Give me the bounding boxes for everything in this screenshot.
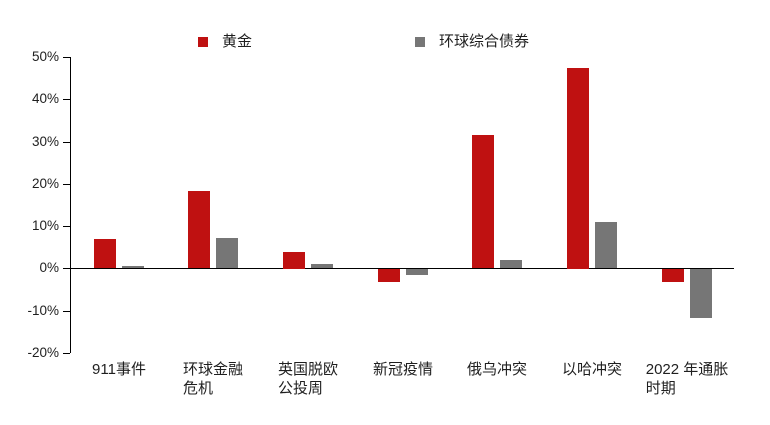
zero-baseline [70, 268, 734, 269]
y-axis-tick [63, 311, 70, 312]
bar-gold [378, 269, 400, 282]
x-category-label: 2022 年通胀 时期 [645, 361, 729, 397]
bar-bonds [311, 264, 333, 268]
bar-gold [567, 68, 589, 269]
y-axis-tick [63, 226, 70, 227]
x-category-label: 新冠疫情 [372, 361, 434, 378]
bar-bonds [690, 269, 712, 318]
bar-bonds [122, 266, 144, 268]
y-axis-tick [63, 57, 70, 58]
y-axis-tick [63, 353, 70, 354]
legend-item-gold: 黄金 [198, 33, 253, 50]
bar-bonds [406, 269, 428, 275]
y-axis-tick-label: -10% [27, 303, 59, 318]
y-axis-line [70, 57, 71, 353]
y-axis-tick [63, 142, 70, 143]
legend-item-bonds: 环球综合债券 [415, 33, 530, 50]
y-axis-tick-label: 10% [31, 218, 59, 233]
y-axis-tick [63, 99, 70, 100]
x-category-label: 俄乌冲突 [466, 361, 528, 378]
y-axis-tick-label: 50% [31, 49, 59, 64]
bar-gold [472, 135, 494, 268]
bar-bonds [500, 260, 522, 268]
bar-gold [283, 252, 305, 269]
y-axis-tick-label: 40% [31, 91, 59, 106]
y-axis-tick-label: 0% [39, 260, 59, 275]
x-category-label: 911事件 [92, 361, 146, 378]
x-category-label: 以哈冲突 [561, 361, 623, 378]
bar-bonds [595, 222, 617, 268]
y-axis-tick [63, 268, 70, 269]
x-category-label: 英国脱欧 公投周 [277, 361, 339, 397]
legend-swatch-gold-icon [198, 37, 208, 47]
legend-label-gold: 黄金 [222, 33, 253, 50]
legend-label-bonds: 环球综合债券 [439, 33, 530, 50]
bar-bonds [216, 238, 238, 268]
y-axis-tick-label: 30% [31, 134, 59, 149]
x-category-label: 环球金融 危机 [182, 361, 244, 397]
y-axis-tick-label: -20% [27, 345, 59, 360]
y-axis-tick [63, 184, 70, 185]
bar-gold [662, 269, 684, 282]
bar-gold [94, 239, 116, 268]
bar-gold [188, 191, 210, 268]
legend-swatch-bonds-icon [415, 37, 425, 47]
y-axis-tick-label: 20% [31, 176, 59, 191]
